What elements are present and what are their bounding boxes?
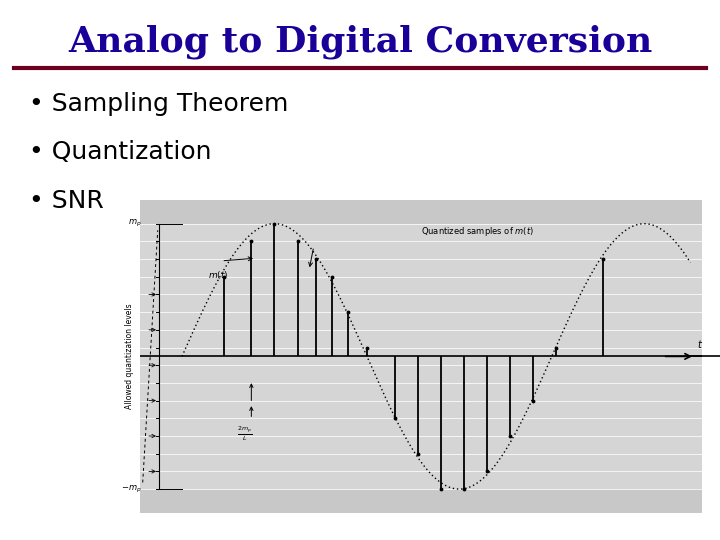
Bar	[140, 348, 702, 365]
Bar	[140, 294, 702, 312]
Text: $m(t)$: $m(t)$	[208, 269, 228, 281]
Bar	[140, 365, 702, 383]
Bar	[140, 224, 702, 241]
Text: • Sampling Theorem: • Sampling Theorem	[29, 92, 288, 116]
Bar	[140, 330, 702, 348]
Text: Analog to Digital Conversion: Analog to Digital Conversion	[68, 24, 652, 59]
Bar	[140, 312, 702, 330]
Bar	[140, 383, 702, 401]
Bar	[140, 436, 702, 454]
Bar	[140, 401, 702, 418]
Bar	[140, 277, 702, 294]
Text: $-m_p$: $-m_p$	[121, 483, 142, 495]
Bar	[140, 471, 702, 489]
Text: $t$: $t$	[698, 338, 703, 350]
Text: $m_p$: $m_p$	[128, 218, 142, 230]
Bar	[140, 418, 702, 436]
Text: • SNR: • SNR	[29, 189, 104, 213]
Text: • Quantization: • Quantization	[29, 140, 211, 164]
Bar	[140, 454, 702, 471]
Text: Quantized samples of $m(t)$: Quantized samples of $m(t)$	[421, 225, 534, 238]
Bar	[140, 259, 702, 277]
Text: $\frac{2m_p}{L}$: $\frac{2m_p}{L}$	[237, 424, 252, 443]
Text: Allowed quantization levels: Allowed quantization levels	[125, 303, 135, 409]
Bar	[140, 241, 702, 259]
